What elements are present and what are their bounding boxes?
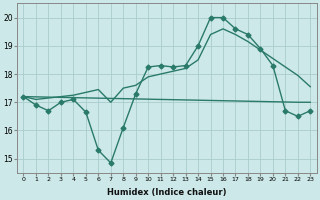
X-axis label: Humidex (Indice chaleur): Humidex (Indice chaleur) — [107, 188, 227, 197]
